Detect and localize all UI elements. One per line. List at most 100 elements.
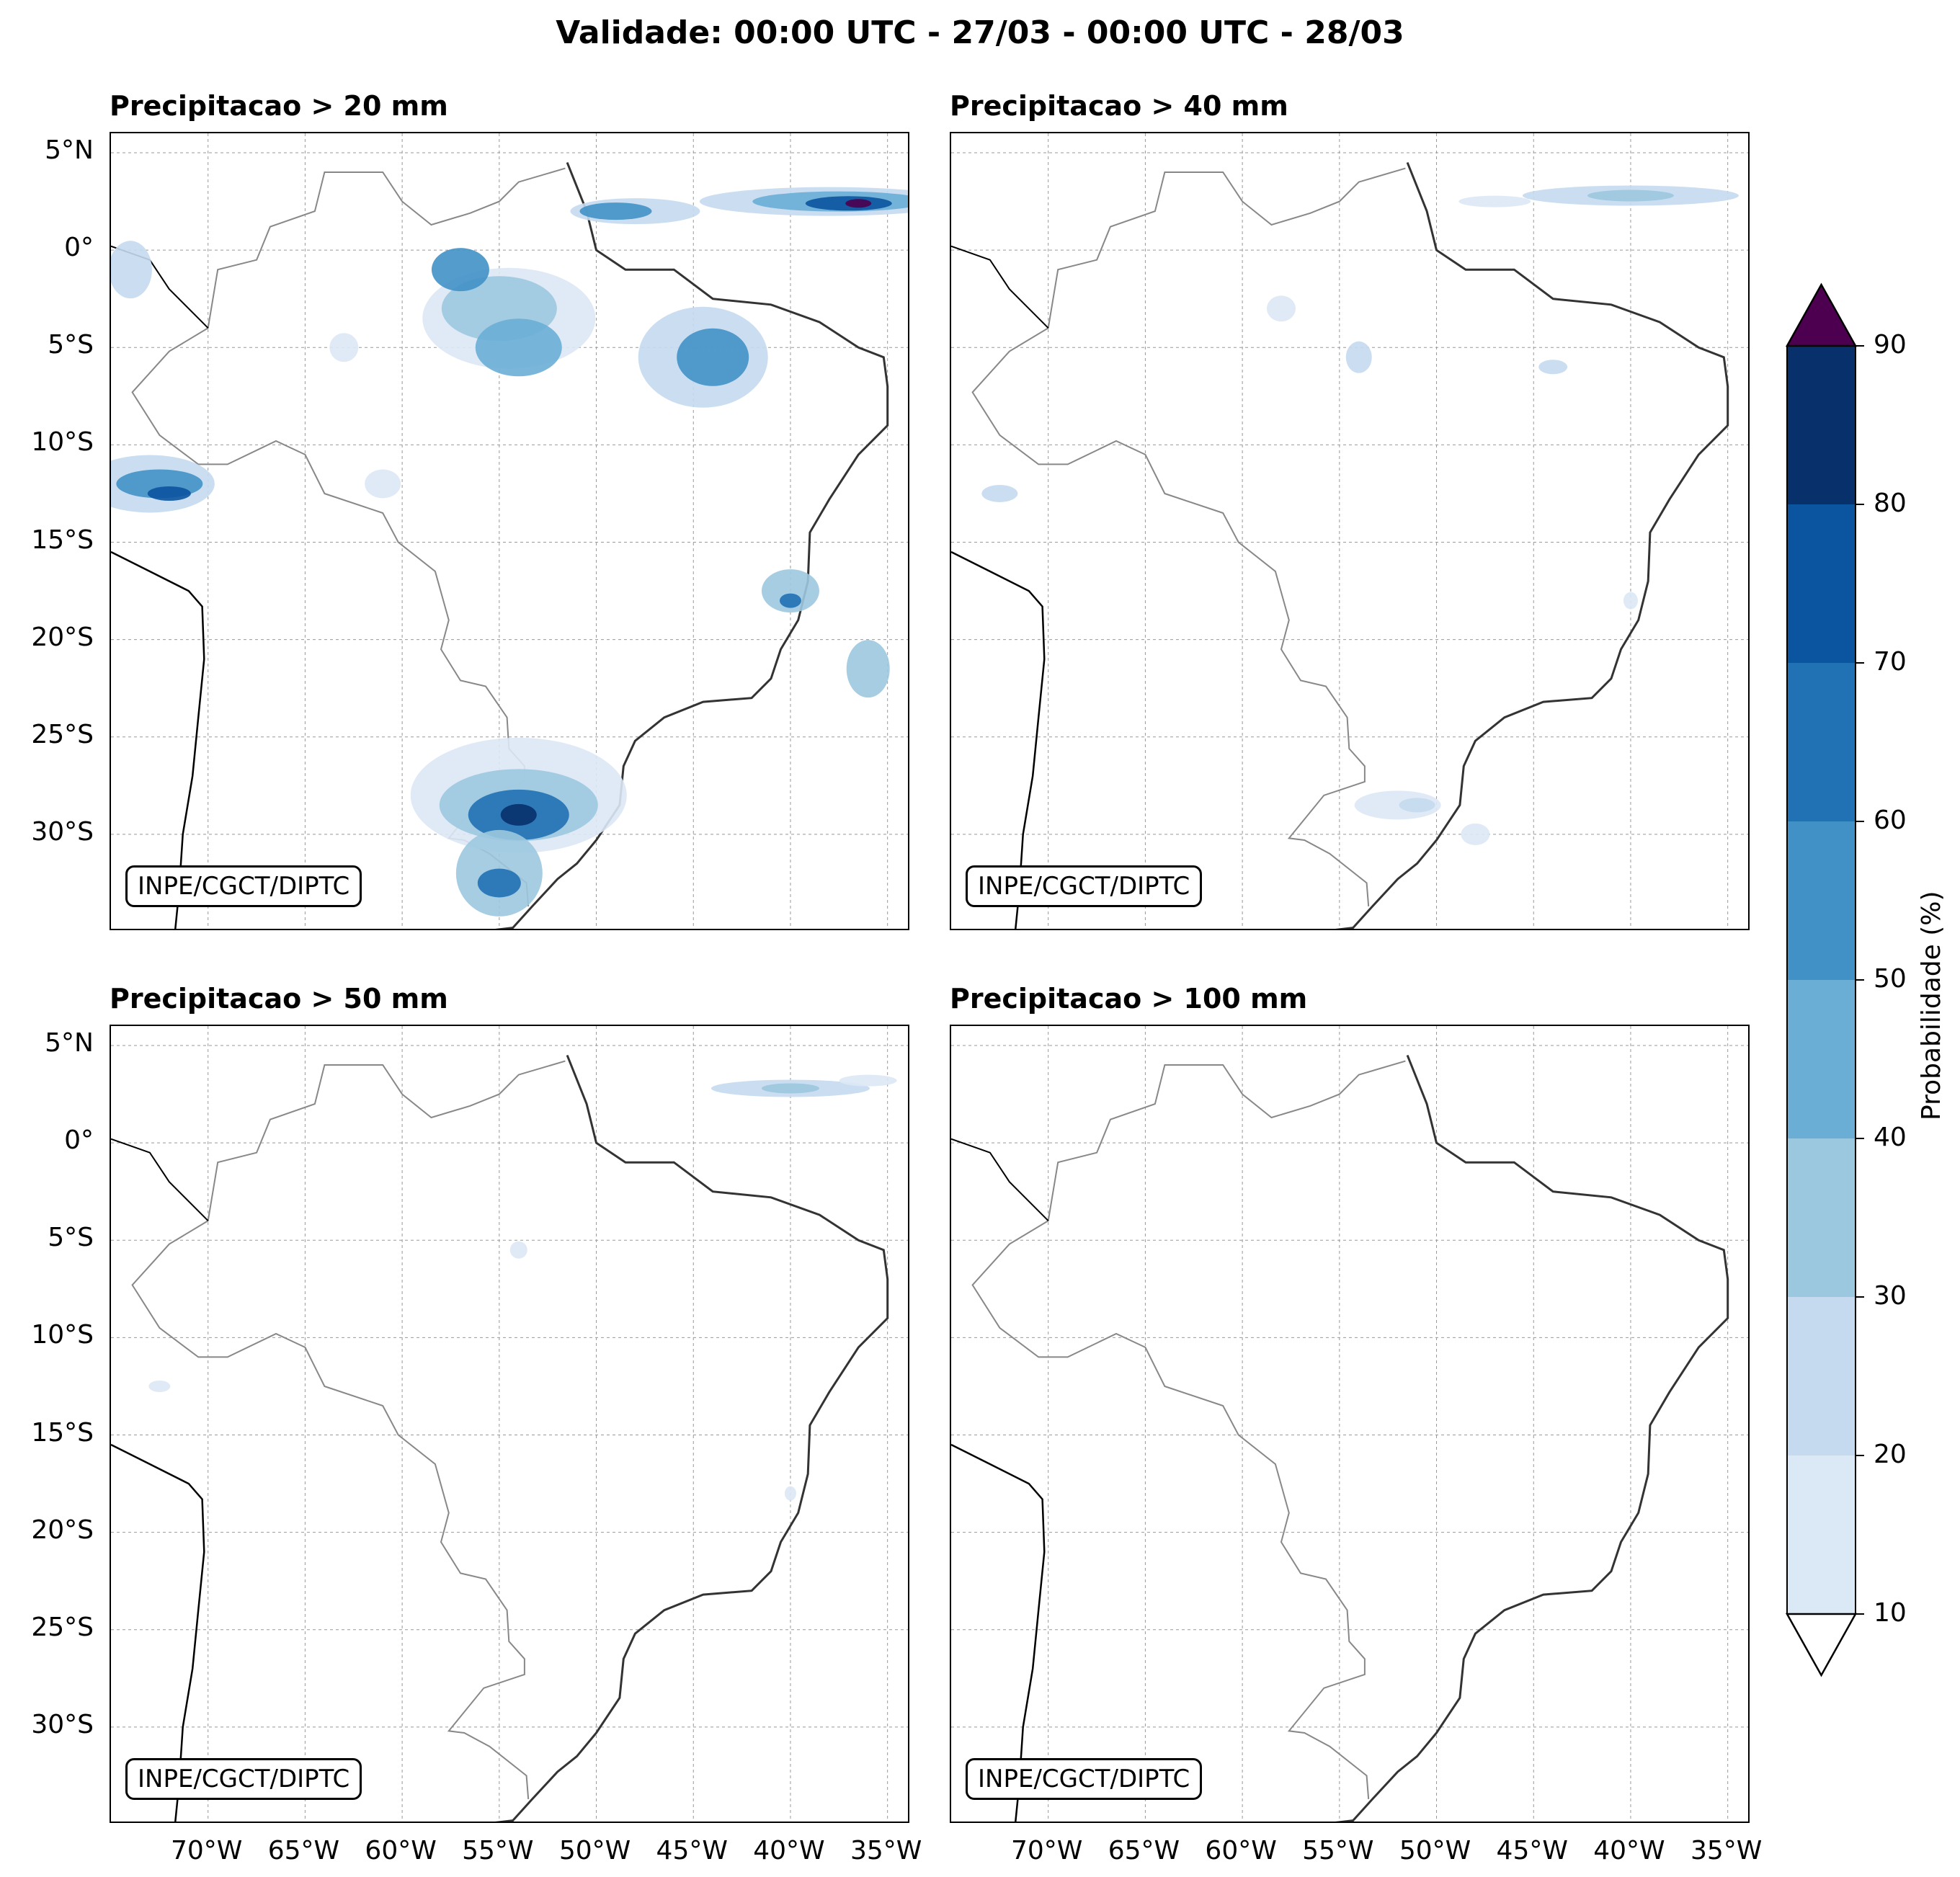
longitude-tick-label: 70°W: [1011, 1836, 1083, 1865]
colorbar-extend-max: [1785, 282, 1858, 347]
probability-area: [761, 569, 819, 613]
latitude-tick-label: 10°S: [31, 1320, 94, 1350]
longitude-tick-label: 60°W: [365, 1836, 437, 1865]
coastline: [951, 1443, 1046, 1822]
coastline: [951, 245, 1049, 329]
credit-label: INPE/CGCT/DIPTC: [966, 865, 1203, 907]
latitude-tick-label: 0°: [64, 1125, 94, 1156]
credit-label: INPE/CGCT/DIPTC: [125, 865, 362, 907]
latitude-tick-label: 5°S: [48, 1223, 94, 1253]
probability-area: [365, 469, 401, 499]
probability-area: [1623, 592, 1638, 610]
coastline: [951, 1138, 1049, 1221]
colorbar: [1785, 282, 1864, 1677]
longitude-tick-label: 40°W: [753, 1836, 825, 1865]
probability-area: [111, 241, 152, 299]
figure-title: Validade: 00:00 UTC - 27/03 - 00:00 UTC …: [556, 14, 1404, 51]
latitude-tick-label: 30°S: [31, 816, 94, 847]
colorbar-segment: [1787, 663, 1856, 821]
coastline: [1335, 1054, 1729, 1822]
latitude-tick-label: 5°N: [45, 135, 94, 166]
longitude-tick-label: 55°W: [462, 1836, 534, 1865]
probability-area: [500, 803, 537, 826]
map-canvas-40mm: [951, 133, 1748, 929]
coastline: [495, 1054, 889, 1822]
credit-label: INPE/CGCT/DIPTC: [125, 1758, 362, 1800]
colorbar-tick-label: 40: [1874, 1123, 1907, 1152]
map-panel-40mm: INPE/CGCT/DIPTC: [950, 132, 1750, 930]
panel-title-100mm: Precipitacao > 100 mm: [950, 983, 1308, 1015]
colorbar-segment: [1787, 980, 1856, 1138]
coastline: [111, 550, 205, 929]
probability-area: [677, 328, 749, 386]
probability-area: [1345, 341, 1372, 373]
probability-area: [839, 1074, 897, 1087]
latitude-tick-label: 25°S: [31, 719, 94, 749]
probability-area: [981, 484, 1018, 502]
credit-label: INPE/CGCT/DIPTC: [966, 1758, 1203, 1800]
probability-area: [1399, 798, 1435, 813]
colorbar-tick-label: 70: [1874, 647, 1907, 677]
probability-area: [579, 202, 652, 220]
map-panel-20mm: INPE/CGCT/DIPTC: [110, 132, 909, 930]
colorbar-segment: [1787, 1138, 1856, 1297]
probability-area: [761, 1083, 819, 1094]
probability-area: [1538, 360, 1568, 375]
colorbar-tick-label: 60: [1874, 806, 1907, 835]
colorbar-segment: [1787, 821, 1856, 980]
colorbar-tick-label: 90: [1874, 330, 1907, 360]
colorbar-tick-label: 80: [1874, 489, 1907, 518]
country-border: [971, 1060, 1406, 1799]
colorbar-label: Probabilidade (%): [1917, 891, 1946, 1120]
coastline: [1335, 161, 1729, 929]
colorbar-extend-min: [1785, 1613, 1858, 1677]
panel-title-40mm: Precipitacao > 40 mm: [950, 90, 1288, 122]
panel-title-50mm: Precipitacao > 50 mm: [110, 983, 448, 1015]
colorbar-segment: [1787, 1455, 1856, 1614]
probability-area: [477, 868, 521, 898]
colorbar-tick-label: 50: [1874, 964, 1907, 994]
longitude-tick-label: 55°W: [1302, 1836, 1374, 1865]
latitude-tick-label: 20°S: [31, 1515, 94, 1545]
probability-area: [779, 593, 801, 608]
probability-area: [1458, 195, 1531, 208]
probability-area: [1461, 823, 1490, 845]
longitude-tick-label: 65°W: [267, 1836, 340, 1865]
longitude-tick-label: 50°W: [558, 1836, 631, 1865]
probability-area: [845, 199, 872, 208]
map-panel-100mm: INPE/CGCT/DIPTC: [950, 1025, 1750, 1823]
map-panel-50mm: INPE/CGCT/DIPTC: [110, 1025, 909, 1823]
colorbar-segment: [1787, 1297, 1856, 1455]
map-canvas-100mm: [951, 1026, 1748, 1822]
latitude-tick-label: 25°S: [31, 1612, 94, 1642]
probability-area: [147, 486, 191, 501]
probability-area: [148, 1380, 171, 1392]
panel-title-20mm: Precipitacao > 20 mm: [110, 90, 448, 122]
probability-area: [475, 318, 562, 377]
longitude-tick-label: 45°W: [656, 1836, 728, 1865]
longitude-tick-label: 35°W: [1690, 1836, 1763, 1865]
graticule: [111, 1026, 908, 1822]
latitude-tick-label: 5°S: [48, 330, 94, 360]
latitude-tick-label: 30°S: [31, 1709, 94, 1739]
colorbar-segment: [1787, 504, 1856, 663]
map-canvas-50mm: [111, 1026, 908, 1822]
colorbar-tick-label: 20: [1874, 1440, 1907, 1469]
latitude-tick-label: 15°S: [31, 1417, 94, 1448]
latitude-tick-label: 5°N: [45, 1028, 94, 1058]
colorbar-tick-label: 10: [1874, 1598, 1907, 1628]
probability-area: [1267, 295, 1296, 322]
probability-area: [509, 1241, 527, 1259]
latitude-tick-label: 15°S: [31, 525, 94, 555]
probability-area: [329, 333, 359, 362]
probability-area: [846, 640, 890, 698]
probability-area: [431, 248, 489, 292]
longitude-tick-label: 35°W: [850, 1836, 922, 1865]
longitude-tick-label: 50°W: [1399, 1836, 1471, 1865]
latitude-tick-label: 20°S: [31, 622, 94, 652]
longitude-tick-label: 45°W: [1496, 1836, 1568, 1865]
map-canvas-20mm: [111, 133, 908, 929]
coastline: [111, 1138, 209, 1221]
probability-area: [784, 1486, 796, 1501]
colorbar-segment: [1787, 346, 1856, 504]
